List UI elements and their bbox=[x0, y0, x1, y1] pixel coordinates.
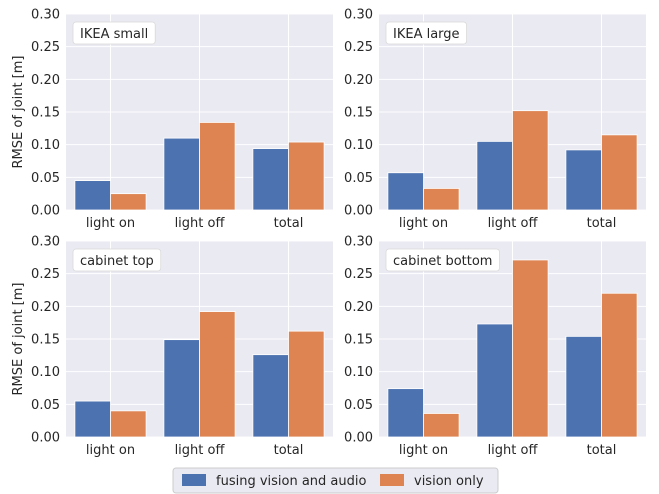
panel-title-box bbox=[72, 21, 156, 45]
panel-title-box bbox=[72, 248, 162, 272]
legend-label-vision: vision only bbox=[414, 474, 484, 489]
y-tick-label: 0.25 bbox=[31, 40, 60, 55]
y-axis-label: RMSE of joint [m] bbox=[11, 56, 26, 169]
bar-vision-1 bbox=[512, 259, 549, 438]
chart-panel-1: 0.00 0.05 0.10 0.15 0.20 0.25 0.30 light on ligh… bbox=[11, 8, 333, 231]
y-tick-label: 0.20 bbox=[31, 300, 60, 315]
legend-swatch-fusing bbox=[182, 474, 206, 486]
bar-vision-0 bbox=[423, 188, 460, 211]
y-tick-label: 0.30 bbox=[31, 235, 60, 250]
y-tick-label: 0.05 bbox=[344, 171, 373, 186]
x-tick-label: light off bbox=[488, 443, 539, 458]
y-tick-label: 0.20 bbox=[31, 73, 60, 88]
y-tick-label: 0.05 bbox=[31, 171, 60, 186]
bar-fusing-2 bbox=[565, 335, 602, 438]
x-tick-label: light off bbox=[175, 216, 226, 231]
bar-fusing-2 bbox=[565, 149, 602, 211]
legend: fusing vision and audio vision only bbox=[172, 467, 499, 494]
chart-panels: 0.00 0.05 0.10 0.15 0.20 0.25 0.30 light on ligh… bbox=[11, 8, 646, 458]
legend-label-fusing: fusing vision and audio bbox=[216, 474, 366, 489]
y-tick-label: 0.15 bbox=[344, 106, 373, 121]
legend-frame bbox=[172, 467, 499, 494]
x-tick-label: total bbox=[587, 216, 617, 231]
y-tick-label: 0.05 bbox=[344, 398, 373, 413]
y-tick-label: 0.10 bbox=[31, 138, 60, 153]
y-tick-label: 0.00 bbox=[31, 204, 60, 219]
bar-vision-0 bbox=[110, 410, 147, 438]
panel-title: cabinet bottom bbox=[393, 254, 492, 269]
chart-panel-4: 0.00 0.05 0.10 0.15 0.20 0.25 0.30 light on ligh… bbox=[344, 235, 646, 458]
y-tick-label: 0.20 bbox=[344, 73, 373, 88]
bar-vision-1 bbox=[199, 311, 236, 438]
x-tick-label: total bbox=[274, 443, 304, 458]
bar-fusing-0 bbox=[74, 400, 111, 438]
x-tick-label: total bbox=[587, 443, 617, 458]
y-tick-label: 0.05 bbox=[31, 398, 60, 413]
x-tick-label: light on bbox=[399, 443, 448, 458]
bar-fusing-0 bbox=[387, 388, 424, 438]
bar-fusing-1 bbox=[476, 323, 513, 438]
panel-title: cabinet top bbox=[80, 254, 154, 269]
bar-fusing-2 bbox=[252, 148, 289, 211]
panel-title: IKEA small bbox=[80, 27, 148, 42]
x-tick-label: light off bbox=[175, 443, 226, 458]
x-tick-label: light off bbox=[488, 216, 539, 231]
y-tick-label: 0.10 bbox=[344, 138, 373, 153]
y-tick-label: 0.25 bbox=[344, 40, 373, 55]
y-tick-label: 0.15 bbox=[31, 333, 60, 348]
x-tick-label: light on bbox=[399, 216, 448, 231]
bar-fusing-0 bbox=[387, 172, 424, 211]
bar-fusing-0 bbox=[74, 180, 111, 211]
y-tick-label: 0.30 bbox=[344, 235, 373, 250]
legend-swatch-vision bbox=[380, 474, 404, 486]
bar-vision-0 bbox=[423, 413, 460, 438]
y-tick-label: 0.25 bbox=[31, 267, 60, 282]
y-axis-label: RMSE of joint [m] bbox=[11, 283, 26, 396]
bar-vision-2 bbox=[288, 141, 325, 211]
y-tick-label: 0.30 bbox=[344, 8, 373, 23]
bar-vision-1 bbox=[199, 122, 236, 211]
y-tick-label: 0.25 bbox=[344, 267, 373, 282]
bar-fusing-1 bbox=[476, 140, 513, 211]
panel-title: IKEA large bbox=[393, 27, 460, 42]
panel-title-box bbox=[385, 21, 467, 45]
bar-vision-1 bbox=[512, 110, 549, 211]
panel-title-box bbox=[385, 248, 500, 272]
chart-panel-2: 0.00 0.05 0.10 0.15 0.20 0.25 0.30 light on ligh… bbox=[344, 8, 646, 231]
y-tick-label: 0.10 bbox=[31, 365, 60, 380]
y-tick-label: 0.20 bbox=[344, 300, 373, 315]
x-tick-label: total bbox=[274, 216, 304, 231]
y-tick-label: 0.15 bbox=[31, 106, 60, 121]
y-tick-label: 0.15 bbox=[344, 333, 373, 348]
x-tick-label: light on bbox=[86, 216, 135, 231]
y-tick-label: 0.00 bbox=[344, 431, 373, 446]
bar-vision-0 bbox=[110, 193, 147, 211]
y-tick-label: 0.30 bbox=[31, 8, 60, 23]
y-tick-label: 0.00 bbox=[31, 431, 60, 446]
bar-fusing-2 bbox=[252, 354, 289, 438]
y-tick-label: 0.10 bbox=[344, 365, 373, 380]
bar-fusing-1 bbox=[163, 339, 200, 438]
bar-vision-2 bbox=[601, 292, 638, 438]
chart-panel-3: 0.00 0.05 0.10 0.15 0.20 0.25 0.30 light on ligh… bbox=[11, 235, 333, 458]
x-tick-label: light on bbox=[86, 443, 135, 458]
bar-vision-2 bbox=[288, 330, 325, 438]
y-tick-label: 0.00 bbox=[344, 204, 373, 219]
bar-vision-2 bbox=[601, 134, 638, 211]
bar-fusing-1 bbox=[163, 137, 200, 211]
